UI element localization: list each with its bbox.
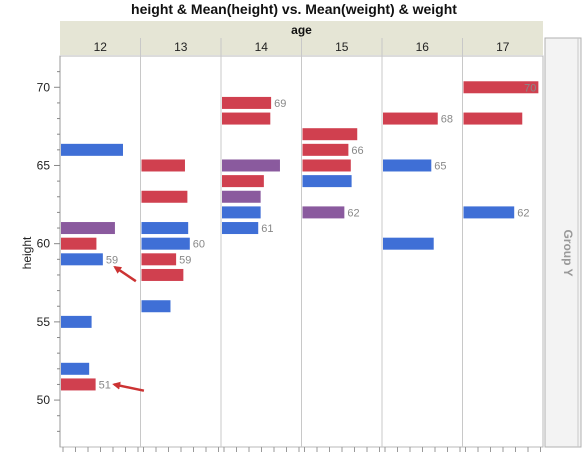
bar-14-61 (222, 222, 259, 235)
bar-15-66 (302, 143, 349, 156)
bar-14-68 (222, 112, 271, 125)
bar-13-61 (141, 222, 189, 235)
bar-12-61 (61, 222, 115, 235)
annotation-arrows (112, 266, 145, 392)
bar-15-67 (302, 128, 358, 141)
bar-12-51 (61, 378, 96, 391)
chart-title: height & Mean(height) vs. Mean(weight) &… (131, 1, 457, 17)
panel-label-15: 15 (335, 40, 349, 54)
bar-15-65 (302, 159, 351, 172)
annotation-arrow (112, 381, 145, 392)
bar-12-59 (61, 253, 103, 266)
y-axis: 50 55 60 65 70 height (20, 56, 61, 447)
bar-label: 70 (524, 82, 536, 94)
bar-13-60 (141, 237, 190, 250)
bar-14-63 (222, 190, 261, 203)
bar-13-63 (141, 190, 188, 203)
panel-label-13: 13 (174, 40, 188, 54)
age-header: age 12 13 14 15 16 17 (60, 21, 543, 55)
bar-label: 65 (434, 160, 446, 172)
bar-13-65 (141, 159, 185, 172)
bar-13-58 (141, 268, 184, 281)
bar-12-66 (61, 143, 123, 156)
bar-label: 51 (99, 379, 111, 391)
bar-label: 60 (193, 239, 205, 251)
bar-label: 62 (347, 207, 359, 219)
bar-14-62 (222, 206, 261, 219)
y-tick-label: 65 (37, 158, 51, 172)
bar-17-68 (463, 112, 523, 125)
bar-label: 59 (106, 254, 118, 266)
annotation-arrow (113, 266, 137, 283)
age-header-label: age (291, 23, 312, 37)
y-tick-label: 50 (37, 393, 51, 407)
y-tick-label: 60 (37, 237, 51, 251)
bar-12-55 (61, 315, 92, 328)
bar-14-65 (222, 159, 280, 172)
bar-13-56 (141, 300, 171, 313)
y-axis-title: height (20, 236, 34, 269)
y-tick-label: 70 (37, 80, 51, 94)
bar-17-62 (463, 206, 515, 219)
group-y-box[interactable] (544, 37, 582, 448)
age-header-band (60, 21, 543, 38)
panel-label-16: 16 (416, 40, 430, 54)
bar-17-70 (463, 81, 539, 94)
bar-12-52 (61, 362, 90, 375)
bar-label: 68 (441, 114, 453, 126)
bar-label: 62 (517, 207, 529, 219)
group-y-zone[interactable]: Group Y (544, 37, 582, 448)
bar-12-60 (61, 237, 97, 250)
bar-16-60 (383, 237, 434, 250)
bar-14-64 (222, 175, 264, 188)
group-y-label: Group Y (561, 229, 575, 276)
bar-14-69 (222, 96, 272, 109)
bar-label: 61 (261, 223, 273, 235)
panel-label-12: 12 (94, 40, 108, 54)
bar-15-62 (302, 206, 345, 219)
bar-label: 59 (179, 254, 191, 266)
panels (59, 38, 544, 452)
bar-label: 69 (274, 98, 286, 110)
panel-label-14: 14 (255, 40, 269, 54)
bar-13-59 (141, 253, 177, 266)
bar-16-65 (383, 159, 432, 172)
bars (61, 81, 539, 391)
panel-label-17: 17 (496, 40, 510, 54)
y-tick-label: 55 (37, 315, 51, 329)
bar-16-68 (383, 112, 438, 125)
bar-label: 66 (351, 145, 363, 157)
bar-15-64 (302, 175, 352, 188)
